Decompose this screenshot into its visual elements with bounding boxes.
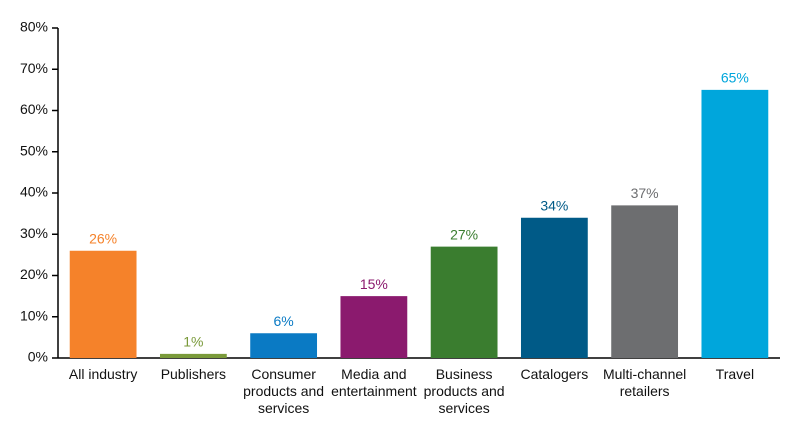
value-label: 34% [540,197,568,213]
x-tick-label: Travel [715,366,755,382]
y-tick-label: 50% [20,142,48,158]
value-label: 37% [631,185,659,201]
y-tick-label: 20% [20,266,48,282]
bar [159,353,227,358]
y-tick-label: 30% [20,225,48,241]
value-label: 6% [274,313,294,329]
bar [250,333,318,358]
x-tick-label: Multi-channel retailers [602,366,687,399]
x-tick-label: All industry [68,366,138,382]
y-tick-label: 40% [20,184,48,200]
y-tick-label: 80% [20,19,48,35]
x-tick-label: Consumer products and services [243,366,325,416]
bar [340,296,408,358]
value-label: 27% [450,226,478,242]
bar [611,205,679,358]
bar [701,89,769,358]
value-label: 1% [183,334,203,350]
x-tick-label: Publishers [160,366,227,382]
y-tick-label: 0% [28,349,48,365]
bar [69,250,137,358]
x-tick-label: Catalogers [520,366,589,382]
y-tick-label: 60% [20,101,48,117]
y-tick-label: 70% [20,60,48,76]
y-tick-label: 10% [20,307,48,323]
value-label: 15% [360,276,388,292]
x-tick-label: Business products and services [423,366,505,416]
value-label: 65% [721,70,749,86]
bar [520,217,588,358]
x-tick-label: Media and entertainment [331,366,417,399]
bar [430,246,498,358]
value-label: 26% [89,230,117,246]
